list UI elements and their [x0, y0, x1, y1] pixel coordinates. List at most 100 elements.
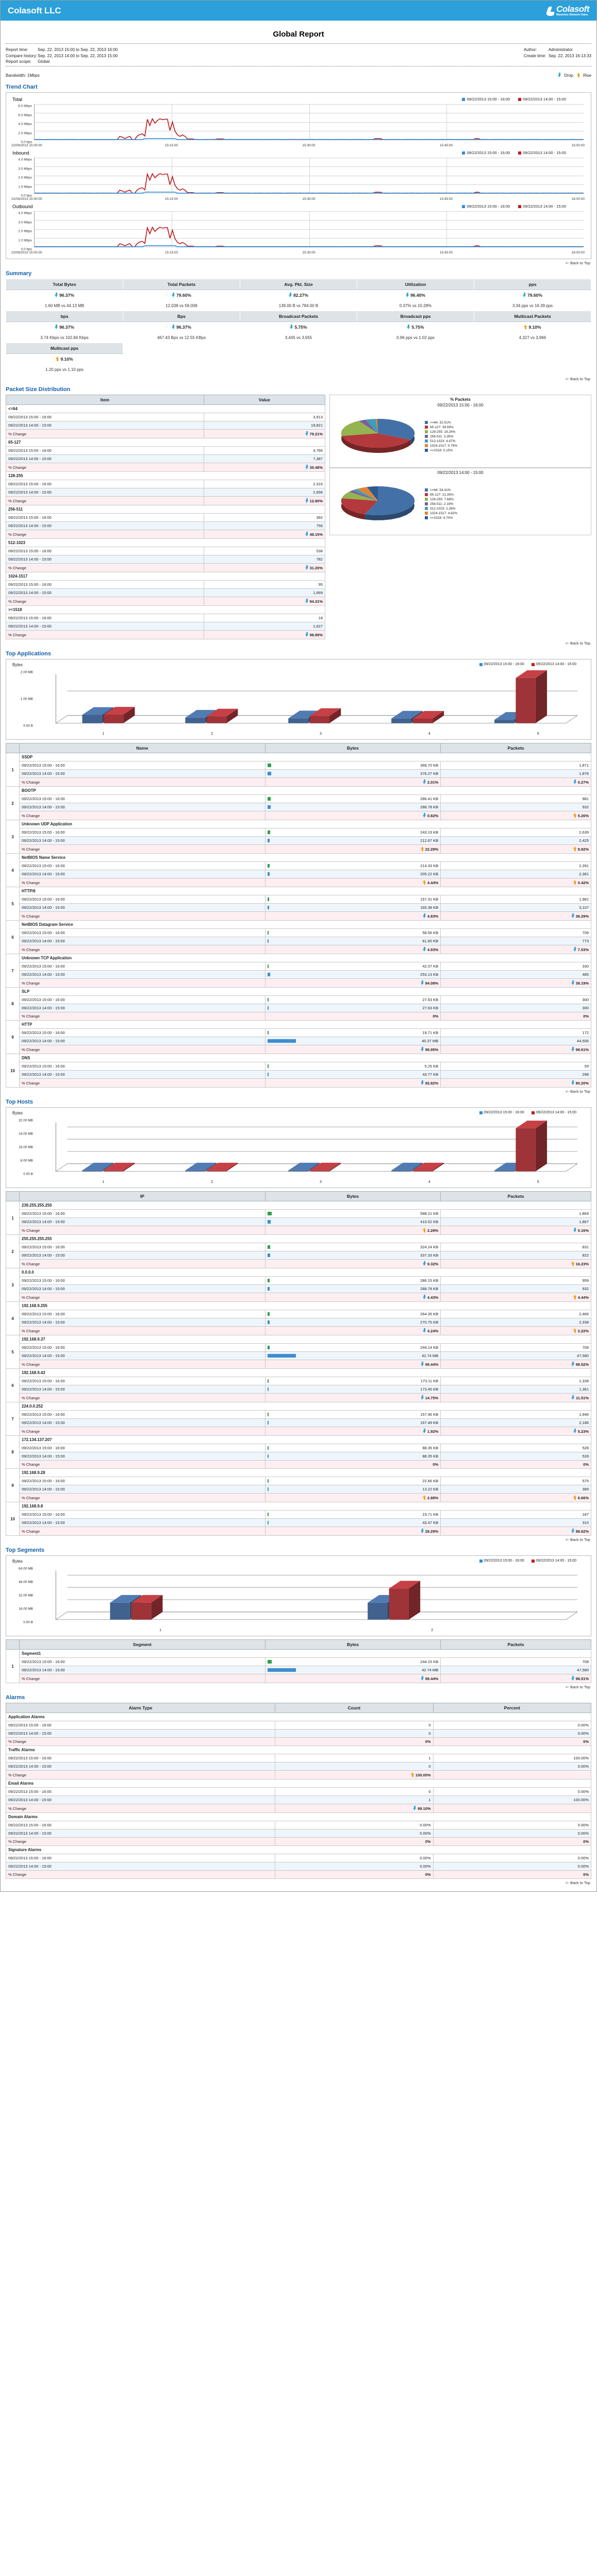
y-axis-tick: 6.0 Mbps [18, 113, 32, 117]
summary-metric-label: Broadcast pps [357, 311, 474, 322]
row-change-bytes: 22.28% [264, 844, 441, 854]
bar-indicator [267, 1073, 269, 1076]
row-name: HTTP [19, 1020, 591, 1029]
table-row-change: % Change 92.82% 80.20% [6, 1078, 591, 1088]
table-group-row: 7 224.0.0.252 [6, 1402, 591, 1436]
back-to-top-summary[interactable]: <- Back to Top [6, 375, 591, 381]
y-axis-tick: 16.00 MB [19, 1145, 33, 1149]
table-group-row: 10 DNS [6, 1054, 591, 1088]
row-count-previous: 1 [275, 1795, 434, 1804]
meta-compare-history-value: Sep. 22, 2013 14:00 to Sep. 22, 2013 15:… [38, 53, 118, 58]
legend-swatch-icon [425, 426, 428, 429]
arrow-down-icon [420, 1047, 424, 1052]
back-to-top-apps[interactable]: <- Back to Top [6, 1088, 591, 1094]
pie-legend-item: >=1518: 0.15% [425, 449, 589, 452]
row-bytes-value: 43.77 KB [422, 1072, 439, 1077]
row-bytes-value: 167.49 KB [420, 1420, 439, 1425]
table-row-change: % Change 0% 0% [6, 1460, 591, 1469]
row-packets-previous: 932 [440, 803, 591, 811]
row-change-packets: 0% [440, 1012, 591, 1021]
row-bytes-value: 244.14 KB [420, 1345, 439, 1350]
back-to-top-psd[interactable]: <- Back to Top [6, 639, 591, 646]
row-bytes-current: 157.46 KB [264, 1410, 441, 1419]
row-change-value: 31.20% [203, 563, 326, 572]
table-row: 09/22/2013 14:00 - 15:00 337.33 KB 822 [6, 1251, 591, 1260]
chart-name: Inbound [12, 150, 29, 156]
table-row-change: % Change 4.43% 4.44% [6, 1293, 591, 1302]
back-to-top-trend[interactable]: <- Back to Top [6, 259, 591, 265]
row-name: 192.168.9.8 [19, 1502, 591, 1511]
row-period-previous: 09/22/2013 14:00 - 15:00 [19, 1217, 266, 1226]
row-packets-current: 330 [440, 962, 591, 971]
legend-swatch-icon [425, 488, 428, 492]
top-apps-bar-chart: Bytes 09/22/2013 15:00 - 16:00 09/22/2013 … [6, 659, 591, 740]
document-body: Global Report Report time: Sep. 22, 2013… [0, 21, 597, 1892]
row-packets-current: 2,466 [440, 1310, 591, 1318]
legend-swatch-icon [425, 498, 428, 501]
row-bytes-value: 88.35 KB [422, 1454, 439, 1459]
row-value-current: 95 [203, 580, 326, 589]
summary-metric-label: Bps [123, 311, 240, 322]
table-group-row: >=1518 [6, 605, 325, 614]
row-bytes-value: 19.71 KB [422, 1030, 439, 1035]
back-to-top-segments[interactable]: <- Back to Top [6, 1683, 591, 1689]
table-row: 09/22/2013 15:00 - 16:00 22.66 KB 575 [6, 1477, 591, 1485]
arrow-down-icon [573, 1429, 577, 1433]
back-to-top-link[interactable]: <- Back to Top [565, 1089, 590, 1094]
arrow-down-icon [523, 293, 526, 297]
row-percent-previous: 0.00% [433, 1862, 592, 1871]
table-row: 09/22/2013 15:00 - 16:00 95 [6, 580, 326, 589]
summary-header-row: Total Bytes Total Packets Avg. Pkt. Size Ut… [6, 279, 591, 290]
back-to-top-alarms[interactable]: <- Back to Top [6, 1879, 591, 1885]
summary-empty-cell [474, 364, 591, 375]
legend-current-label: 09/22/2013 15:00 - 16:00 [467, 97, 510, 101]
bar-chart-plot: 32.00 MB 24.00 MB 16.00 MB 8.00 MB 0.00 B 1 2 3… [10, 1114, 587, 1184]
arrow-up-icon [524, 325, 527, 329]
summary-compare-value: 3.34 pps vs 16.39 pps [474, 300, 591, 311]
pie-svg [341, 418, 415, 453]
row-change-label: % Change [19, 1360, 266, 1369]
summary-empty-cell [357, 343, 474, 354]
back-to-top-link[interactable]: <- Back to Top [565, 1537, 590, 1542]
summary-empty-cell [474, 343, 591, 354]
trend-chart-total: Total 09/22/2013 15:00 - 16:00 09/22/2013 … [10, 96, 587, 147]
row-change-value: 94.31% [203, 597, 326, 606]
row-percent-previous: 0.00% [433, 1729, 592, 1738]
row-bytes-previous: 212.67 KB [264, 836, 441, 845]
back-to-top-link[interactable]: <- Back to Top [565, 1685, 590, 1689]
bar-chart-svg [55, 1563, 578, 1620]
legend-previous-label: 09/22/2013 14:00 - 15:00 [536, 663, 576, 666]
legend-previous-label: 09/22/2013 14:00 - 15:00 [523, 204, 566, 209]
column-header-value: Value [203, 395, 326, 405]
row-change-packets: 0% [440, 1460, 591, 1469]
back-to-top-link[interactable]: <- Back to Top [565, 377, 590, 381]
table-row: 09/22/2013 15:00 - 16:00 19.71 KB 187 [6, 1510, 591, 1519]
arrow-up-icon [410, 1772, 414, 1777]
summary-compare-value: 12,038 vs 59,008 [123, 300, 240, 311]
table-row: 09/22/2013 15:00 - 16:00 5.25 KB 59 [6, 1062, 591, 1071]
row-period-previous: 09/22/2013 14:00 - 15:00 [5, 1862, 276, 1871]
summary-change-row: 9.10% [6, 353, 591, 365]
back-to-top-hosts[interactable]: <- Back to Top [6, 1536, 591, 1542]
row-period-current: 09/22/2013 15:00 - 16:00 [19, 895, 266, 904]
back-to-top-link[interactable]: <- Back to Top [565, 641, 590, 646]
back-to-top-link[interactable]: <- Back to Top [565, 1880, 590, 1885]
row-change-packets: 11.51% [440, 1393, 591, 1402]
x-axis-tick: 15:45:00 [439, 144, 453, 147]
legend-swatch-icon [425, 435, 428, 438]
row-index: 3 [6, 1268, 20, 1302]
bar-indicator [267, 1421, 269, 1425]
bar-indicator [267, 805, 271, 809]
arrow-down-icon [289, 293, 292, 297]
row-period-previous: 09/22/2013 14:00 - 15:00 [19, 937, 266, 945]
top-segments-bar-chart: Bytes 09/22/2013 15:00 - 16:00 09/22/2013 … [6, 1555, 591, 1636]
table-row-change: % Change 98.89% [6, 630, 326, 639]
row-change-label: % Change [6, 530, 204, 539]
row-period-current: 09/22/2013 15:00 - 16:00 [5, 1721, 276, 1730]
group-name: 256-511 [6, 505, 325, 514]
back-to-top-link[interactable]: <- Back to Top [565, 261, 590, 265]
x-axis-tick: 22/09/2013 15:00:00 [11, 251, 42, 255]
summary-change-row: 96.37% 96.37% 5.75% 5.75% 9.10% [6, 321, 591, 333]
summary-change-cell: 5.75% [240, 321, 357, 333]
legend-current: 09/22/2013 15:00 - 16:00 [462, 204, 510, 209]
